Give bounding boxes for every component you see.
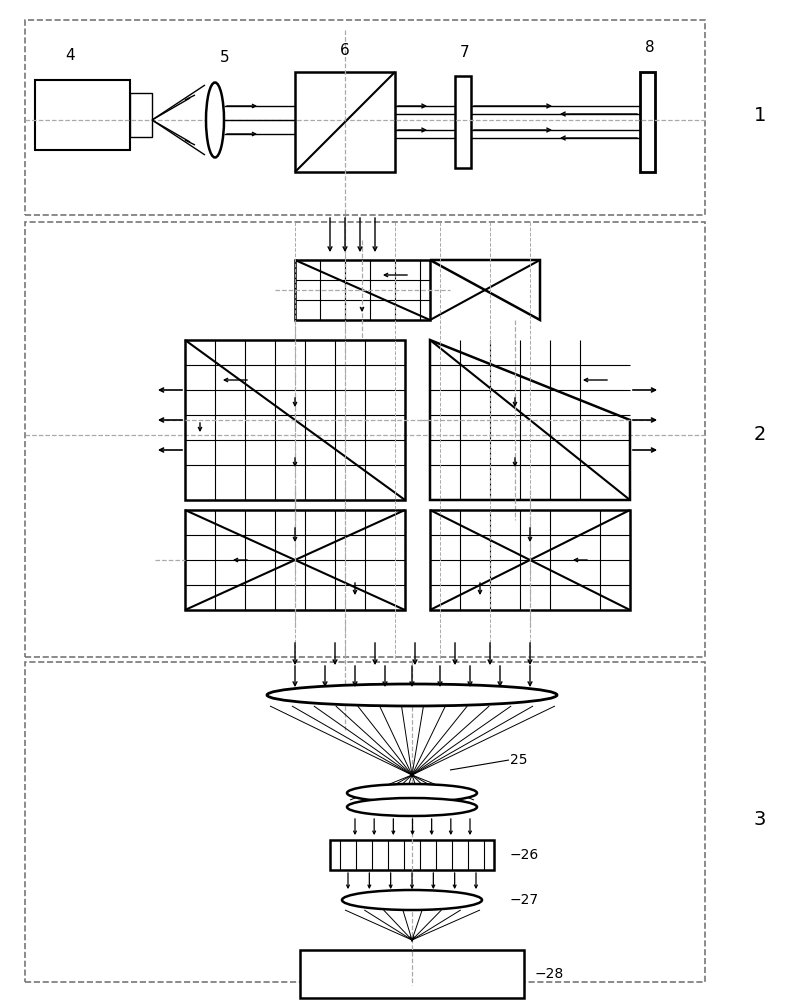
Ellipse shape <box>346 784 476 802</box>
Text: 8: 8 <box>645 40 654 55</box>
Bar <box>454 76 470 168</box>
Bar <box>294 72 394 172</box>
Text: 5: 5 <box>220 50 230 65</box>
Bar <box>639 72 654 172</box>
Text: −28: −28 <box>534 967 564 981</box>
Bar <box>25 222 704 657</box>
Ellipse shape <box>206 83 224 158</box>
Text: 7: 7 <box>460 45 470 60</box>
Text: 2: 2 <box>753 426 766 444</box>
Bar <box>329 840 493 870</box>
Text: −26: −26 <box>509 848 539 862</box>
Text: −27: −27 <box>509 893 539 907</box>
Ellipse shape <box>267 684 556 706</box>
Text: 25: 25 <box>509 753 527 767</box>
Bar <box>299 950 523 998</box>
Text: 6: 6 <box>340 43 350 58</box>
Bar <box>25 662 704 982</box>
Text: 4: 4 <box>65 48 75 63</box>
Bar <box>25 20 704 215</box>
Text: 3: 3 <box>753 810 766 829</box>
Ellipse shape <box>346 798 476 816</box>
Ellipse shape <box>341 890 482 910</box>
Bar <box>130 93 152 137</box>
Bar <box>35 80 130 150</box>
Text: 1: 1 <box>753 106 766 125</box>
